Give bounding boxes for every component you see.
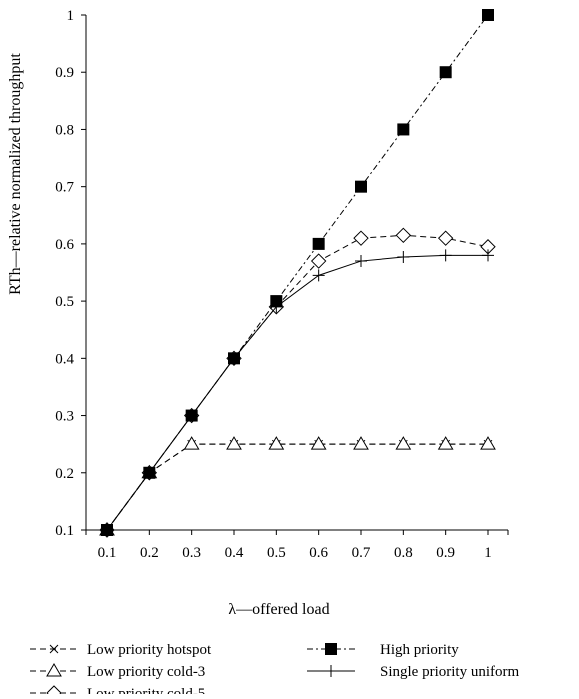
legend-item: High priority xyxy=(307,642,459,658)
legend-swatch-marker xyxy=(325,665,337,677)
legend-swatch-marker xyxy=(49,644,59,654)
x-tick-label: 0.3 xyxy=(182,545,201,561)
x-tick-label: 1 xyxy=(484,545,492,561)
y-tick-label: 0.4 xyxy=(55,351,74,367)
data-point xyxy=(353,230,369,246)
x-tick-label: 0.4 xyxy=(225,545,244,561)
x-tick-label: 0.6 xyxy=(309,545,328,561)
y-tick-label: 1 xyxy=(67,8,75,24)
series-low-priority-hotspot xyxy=(102,439,493,535)
data-point xyxy=(353,436,369,450)
data-point xyxy=(101,524,113,536)
series-line xyxy=(106,254,488,531)
data-point xyxy=(482,249,494,262)
series-line xyxy=(106,443,488,531)
data-point xyxy=(397,123,410,136)
legend-swatch-marker xyxy=(46,685,62,699)
data-point xyxy=(183,436,200,450)
x-tick-label: 0.1 xyxy=(98,545,117,561)
x-tick-label: 0.7 xyxy=(352,545,371,561)
series-low-priority-cold-5 xyxy=(99,227,496,538)
legend-item: Single priority uniform xyxy=(307,664,519,680)
x-tick-label: 0.9 xyxy=(436,545,455,561)
data-point xyxy=(480,436,496,450)
data-point xyxy=(268,436,285,450)
y-tick-label: 0.7 xyxy=(55,180,74,196)
series-line xyxy=(106,443,488,531)
data-point xyxy=(355,255,367,268)
y-tick-label: 0.6 xyxy=(55,237,74,253)
data-point xyxy=(437,230,454,246)
legend-swatch-marker xyxy=(46,663,62,677)
legend-item: Low priority cold-5 xyxy=(30,685,205,699)
legend-label: Low priority hotspot xyxy=(87,642,212,658)
y-tick-label: 0.9 xyxy=(55,65,74,81)
series-line xyxy=(106,234,489,531)
data-point xyxy=(312,269,325,282)
data-point xyxy=(439,66,452,79)
x-tick-label: 0.8 xyxy=(394,545,413,561)
y-tick-label: 0.1 xyxy=(55,523,74,539)
data-point xyxy=(482,9,494,21)
legend-label: High priority xyxy=(380,642,459,658)
legend-label: Single priority uniform xyxy=(380,664,519,680)
y-tick-label: 0.8 xyxy=(55,122,74,138)
data-point xyxy=(185,409,198,422)
axes: 0.1 0.2 0.3 0.4 0.5 0.6 0.7 0.8 0.9 1 0.1 0.2 0.3 0.4… xyxy=(55,8,509,561)
legend-label: Low priority cold-5 xyxy=(87,686,205,694)
x-tick-label: 0.5 xyxy=(267,545,286,561)
series-line xyxy=(106,14,489,531)
legend-item: Low priority hotspot xyxy=(30,642,212,658)
y-tick-label: 0.3 xyxy=(55,409,74,425)
series-single-priority-uniform xyxy=(101,249,494,536)
legend-label: Low priority cold-3 xyxy=(87,664,205,680)
data-point xyxy=(439,249,452,262)
data-point xyxy=(395,227,412,244)
data-point xyxy=(310,436,327,450)
x-axis-title: λ—offered load xyxy=(228,601,329,618)
x-tick-label: 0.2 xyxy=(140,545,159,561)
data-point xyxy=(310,253,327,269)
legend-swatch-marker xyxy=(325,643,337,655)
y-tick-label: 0.5 xyxy=(55,294,74,310)
data-point xyxy=(226,436,242,450)
data-point xyxy=(355,180,367,193)
data-point xyxy=(312,237,325,250)
y-axis-title: RTh—relative normalized throughput xyxy=(7,53,24,295)
series-high-priority xyxy=(101,9,494,536)
data-point xyxy=(437,436,454,450)
y-tick-label: 0.2 xyxy=(55,466,74,482)
legend: Low priority hotspot Low priority cold-3 L… xyxy=(30,642,519,699)
series-layer xyxy=(99,9,496,538)
data-point xyxy=(228,352,240,365)
data-point xyxy=(143,466,156,479)
legend-item: Low priority cold-3 xyxy=(30,663,205,680)
data-point xyxy=(395,436,412,450)
data-point xyxy=(397,251,410,264)
data-point xyxy=(270,300,283,313)
series-low-priority-cold-3 xyxy=(99,436,496,536)
